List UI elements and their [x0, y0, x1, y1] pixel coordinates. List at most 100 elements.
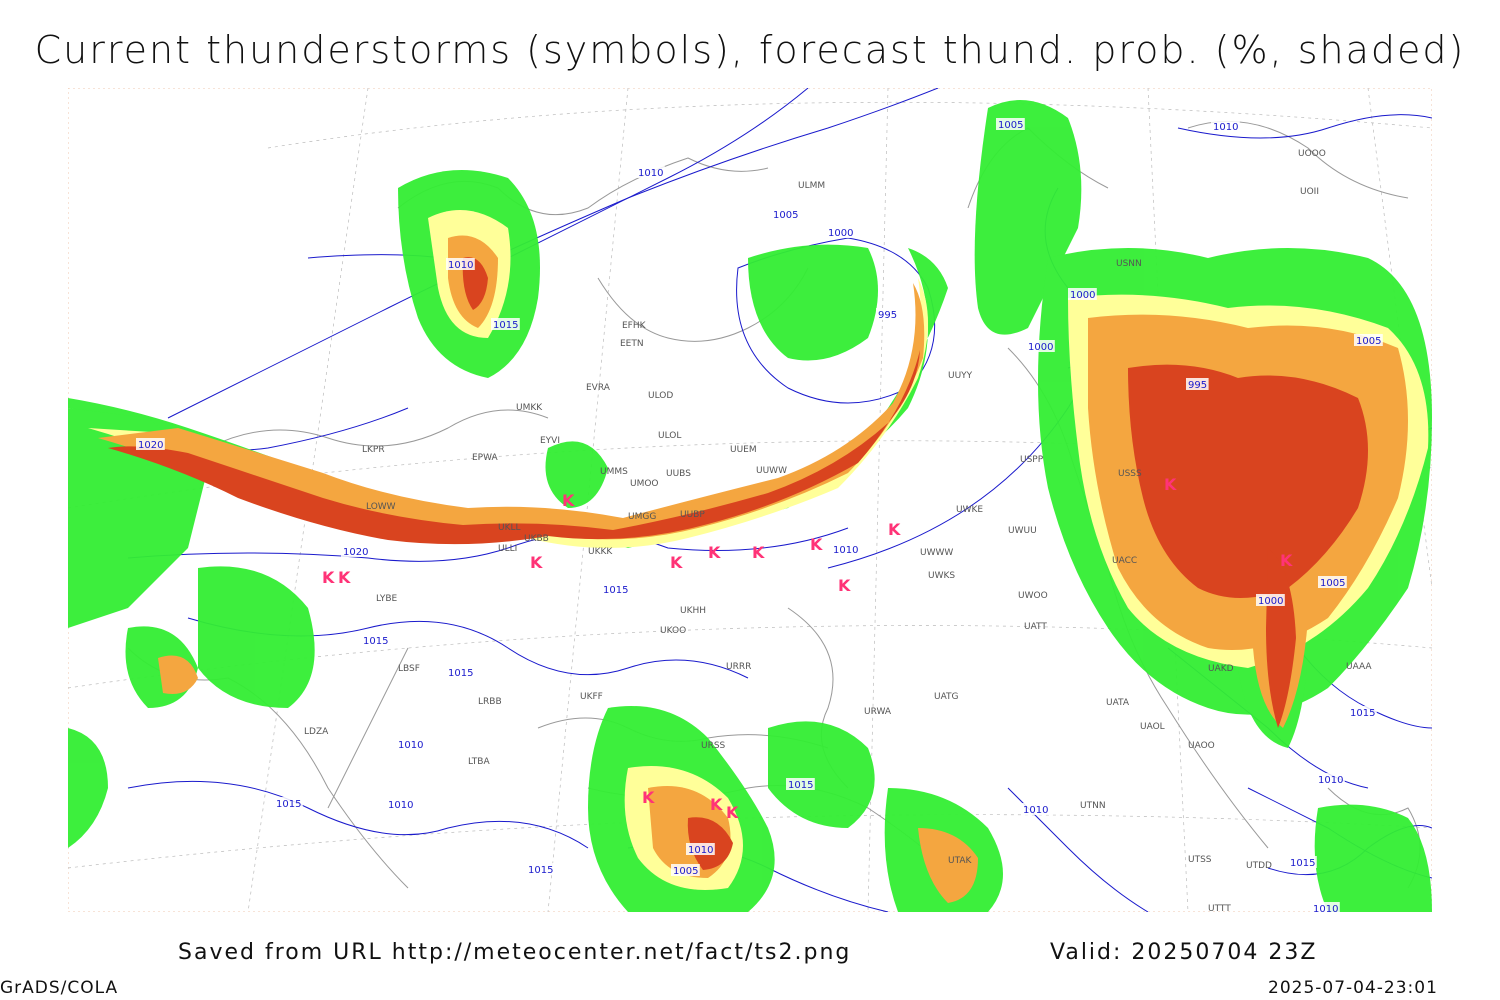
station-label: UUYY — [948, 371, 973, 381]
storm-symbol: K — [888, 520, 901, 539]
isobar-label-bg — [601, 583, 630, 595]
isobar-label-bg — [526, 863, 555, 875]
isobar-label-bg — [1186, 378, 1209, 390]
isobar-label-bg — [1311, 902, 1340, 912]
station-label: UKHH — [680, 606, 706, 616]
isobar-label-bg — [1026, 340, 1055, 352]
isobar-label: 1015 — [276, 799, 301, 810]
isobar-label-bg — [361, 634, 390, 646]
station-label: LBSF — [398, 664, 420, 674]
isobar-label: 1005 — [1356, 336, 1381, 347]
station-label: UKFF — [580, 692, 603, 702]
storm-symbol: K — [810, 535, 823, 554]
station-label: UUWW — [756, 466, 787, 476]
isobar-label-bg — [491, 318, 520, 330]
station-label: EPWA — [472, 453, 499, 463]
station-label: UAOO — [1188, 741, 1215, 751]
isobar-label-bg — [1256, 594, 1285, 606]
station-label: UKBB — [524, 534, 549, 544]
isobar-label-bg — [996, 118, 1025, 130]
isobar-label: 1015 — [1350, 708, 1375, 719]
isobar-label: 1015 — [528, 865, 553, 876]
isobar-label: 1010 — [1213, 122, 1238, 133]
isobar-label-bg — [446, 666, 475, 678]
storm-symbol: K — [708, 543, 721, 562]
valid-time-text: Valid: 20250704 23Z — [1050, 940, 1318, 965]
station-label: LYBE — [376, 594, 397, 604]
station-label: UMMS — [600, 467, 628, 477]
isobar-label: 1015 — [788, 780, 813, 791]
isobar-label-bg — [686, 843, 715, 855]
station-label: UTAK — [948, 856, 973, 866]
station-label: UWKE — [956, 505, 983, 515]
station-label: LTBA — [468, 757, 490, 767]
isobar-label-bg — [446, 258, 475, 270]
isobar-label: 1010 — [1313, 904, 1338, 912]
station-label: UKKK — [588, 547, 613, 557]
station-label: UAOL — [1140, 722, 1165, 732]
isobar-label-bg — [1068, 288, 1097, 300]
station-label: UWOO — [1018, 591, 1048, 601]
isobar-label: 995 — [878, 310, 897, 321]
map-title: Current thunderstorms (symbols), forecas… — [34, 28, 1466, 72]
station-label: UUBS — [666, 469, 691, 479]
isobar-label: 1020 — [343, 547, 368, 558]
source-url-text: Saved from URL http://meteocenter.net/fa… — [178, 940, 852, 965]
isobar-label-bg — [876, 308, 899, 320]
isobar-label: 1010 — [638, 168, 663, 179]
station-label: UWKS — [928, 571, 955, 581]
isobar-label: 995 — [1188, 380, 1207, 391]
station-label: UMOO — [630, 479, 659, 489]
storm-symbol: K — [752, 543, 765, 562]
isobar-label-bg — [826, 226, 855, 238]
isobar-label: 1015 — [493, 320, 518, 331]
isobar-label: 1000 — [1258, 596, 1283, 607]
station-label: LDZA — [304, 727, 329, 737]
station-label: EYVI — [540, 436, 560, 446]
isobar-label: 1000 — [828, 228, 853, 239]
station-label: ULMM — [798, 181, 825, 191]
isobar-label-bg — [1354, 334, 1383, 346]
isobar-label-bg — [1348, 706, 1377, 718]
isobar-label: 1005 — [998, 120, 1023, 131]
storm-symbol: K — [322, 568, 335, 587]
storm-symbol: K — [338, 568, 351, 587]
isobar-label: 1010 — [1318, 775, 1343, 786]
station-label: UTDD — [1246, 861, 1272, 871]
station-label: ULOD — [648, 391, 673, 401]
isobar-label: 1010 — [688, 845, 713, 856]
isobar-label: 1000 — [1070, 290, 1095, 301]
storm-symbol: K — [710, 795, 723, 814]
storm-symbol: K — [530, 553, 543, 572]
station-label: USNN — [1116, 259, 1142, 269]
station-label: UATT — [1024, 622, 1047, 632]
generated-timestamp: 2025-07-04-23:01 — [1268, 978, 1438, 998]
isobar-label: 1010 — [388, 800, 413, 811]
isobar-label-bg — [786, 778, 815, 790]
station-label: UTNN — [1080, 801, 1106, 811]
isobar-label: 1005 — [773, 210, 798, 221]
station-label: LKPR — [362, 445, 385, 455]
station-label: UAAA — [1346, 662, 1372, 672]
station-label: URRR — [726, 662, 751, 672]
storm-symbol: K — [562, 491, 575, 510]
station-label: UAKD — [1208, 664, 1234, 674]
station-label: UATA — [1106, 698, 1130, 708]
isobar-label-bg — [386, 798, 415, 810]
isobar-label: 1015 — [603, 585, 628, 596]
station-label: USPP — [1020, 455, 1044, 465]
station-label: URWA — [864, 707, 892, 717]
isobar-label-bg — [1021, 803, 1050, 815]
station-label: UTSS — [1188, 855, 1212, 865]
station-label: UOII — [1300, 187, 1319, 197]
station-label: UWUU — [1008, 526, 1037, 536]
station-label: UUEM — [730, 445, 757, 455]
station-label: UKLL — [498, 523, 521, 533]
station-label: EVRA — [586, 383, 611, 393]
isobar-label: 1015 — [1290, 858, 1315, 869]
station-labels: ULMM EFHK EETN EVRA ULOD ULOL UMKK EYVI UMMSUMOO… — [304, 149, 1372, 912]
isobar-label-bg — [771, 208, 800, 220]
station-label: URSS — [701, 741, 726, 751]
isobar-label: 1005 — [1320, 578, 1345, 589]
isobar-labels: 1010 1005 1000 995 1015 1020 1010 1005 1000 995 10… — [136, 118, 1383, 912]
